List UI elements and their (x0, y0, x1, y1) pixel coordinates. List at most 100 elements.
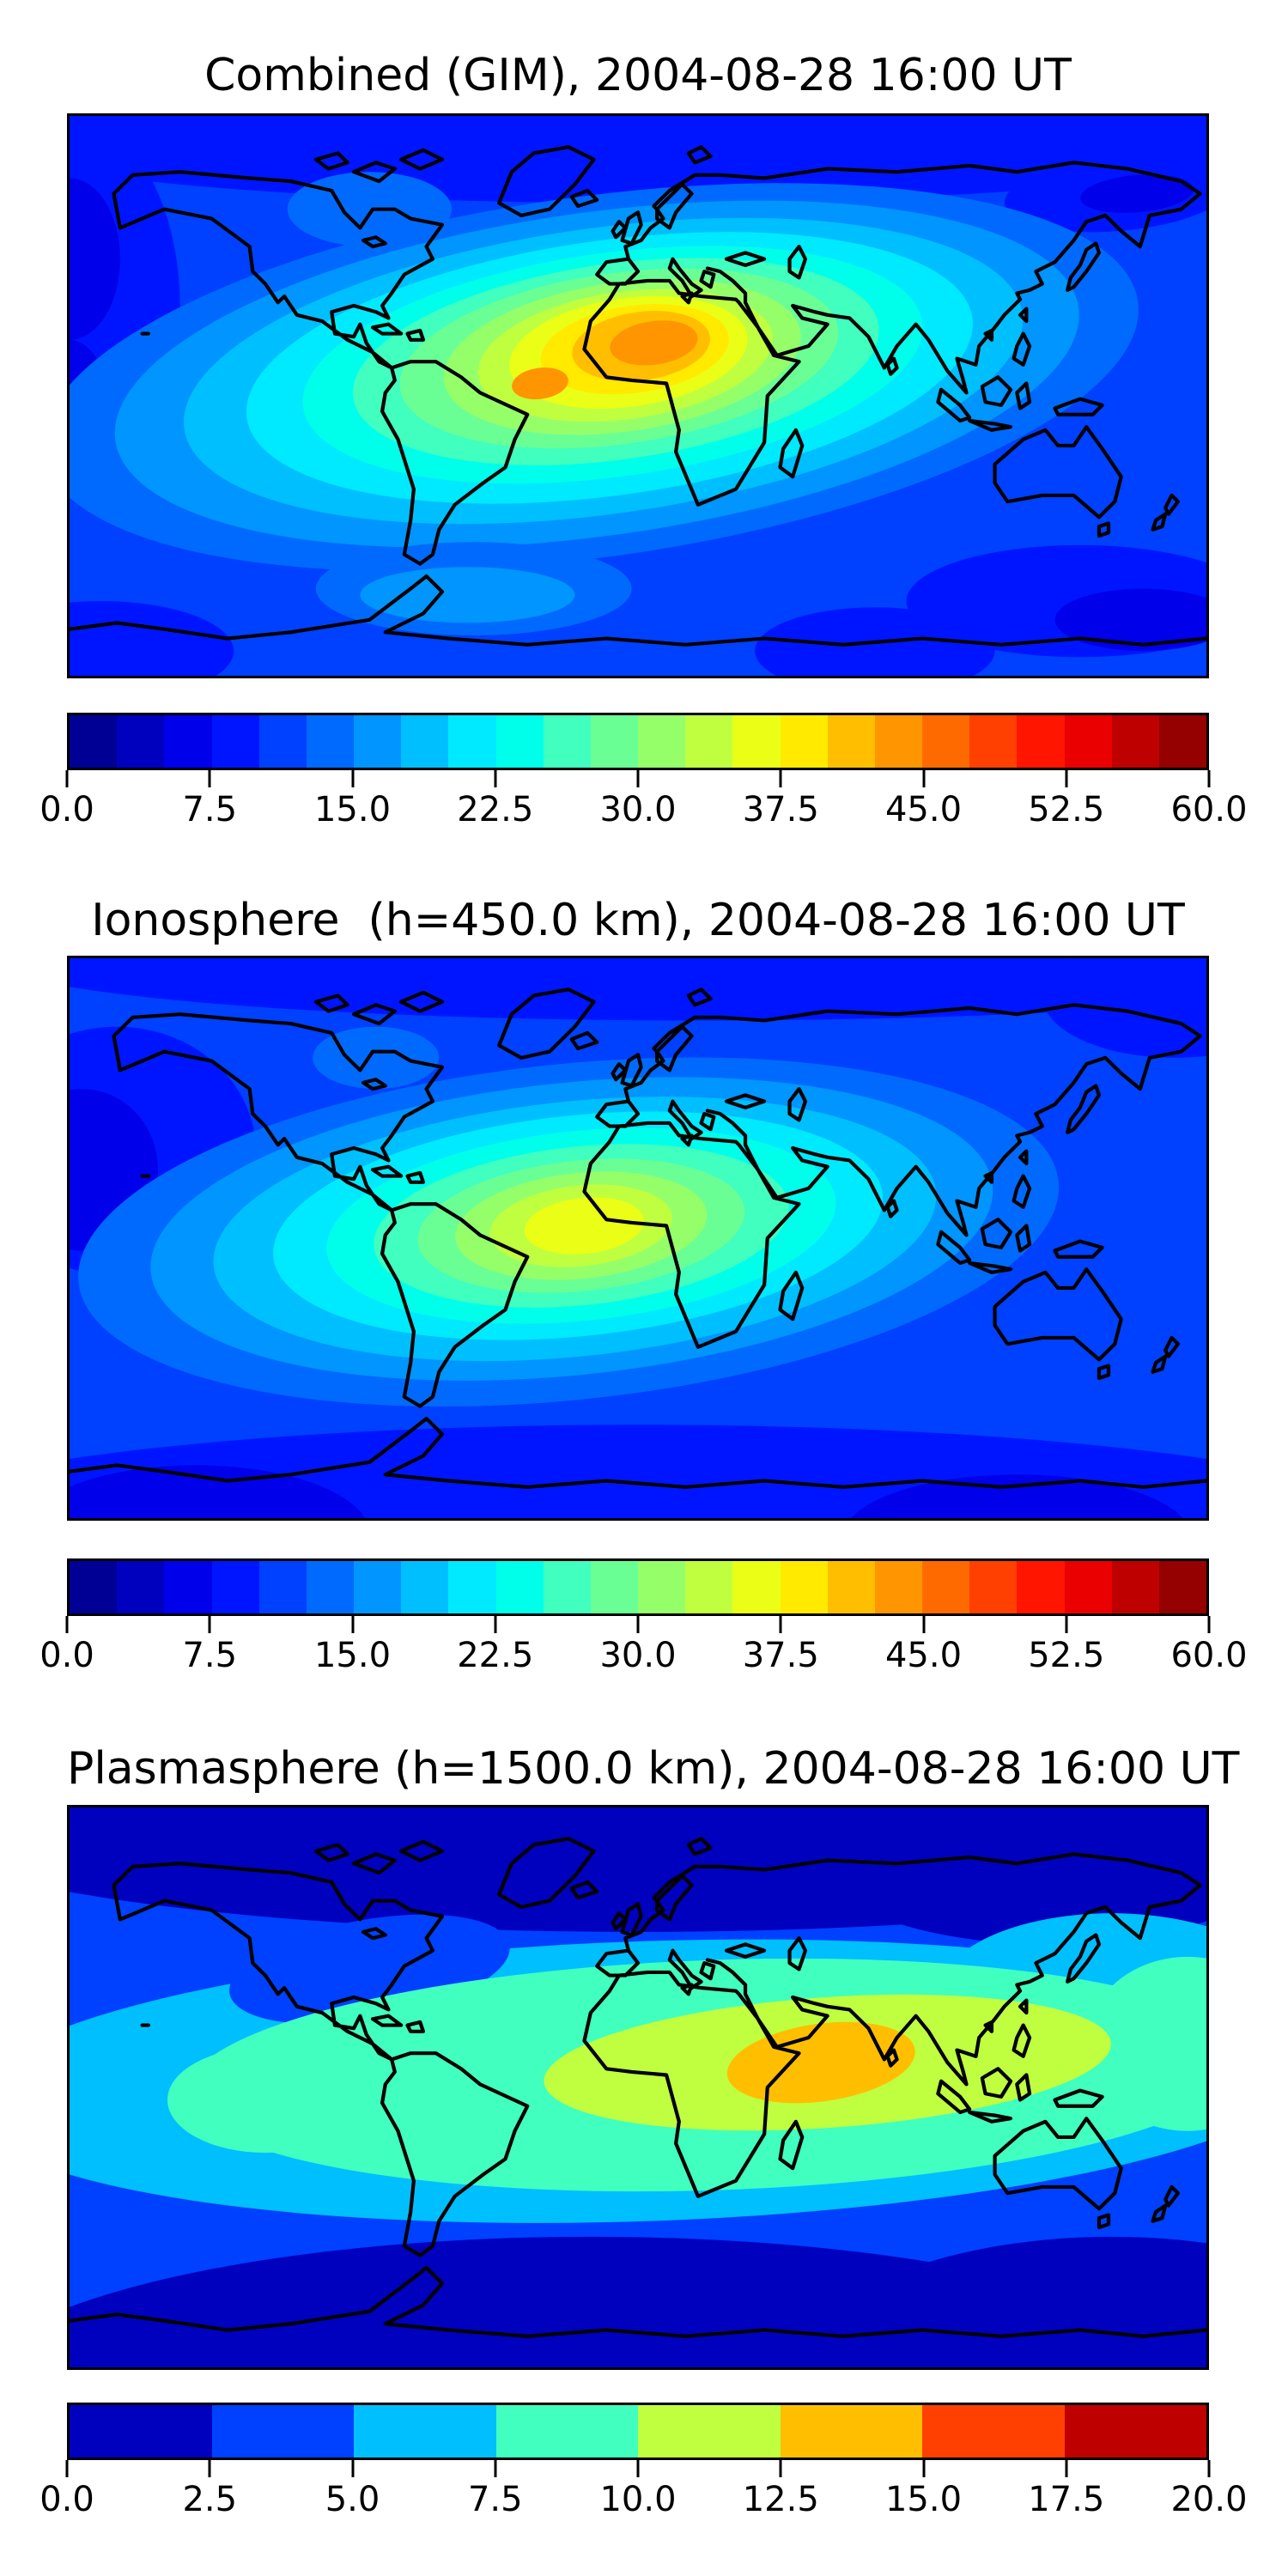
colorbar-segment (117, 1561, 165, 1613)
colorbar-segment (969, 1561, 1018, 1613)
colorbar (67, 1558, 1209, 1616)
chart-title-combined: Combined (GIM), 2004-08-28 16:00 UT (204, 50, 1072, 101)
map-canvas-ionosphere (70, 958, 1206, 1518)
tick-label: 22.5 (457, 790, 534, 829)
tick-label: 37.5 (742, 790, 819, 829)
contour-blob (360, 567, 575, 623)
tick-mark (494, 1616, 497, 1633)
tick-label: 15.0 (313, 1636, 392, 1675)
contour-blob (795, 1807, 1206, 1945)
tick-mark (1207, 2460, 1211, 2477)
contour-blob (512, 368, 568, 400)
colorbar-segment (401, 715, 449, 768)
tick-label: 30.0 (599, 790, 677, 829)
colorbar-segment (780, 1561, 828, 1613)
tick-label: 7.5 (182, 790, 238, 829)
tick-mark (1207, 1616, 1211, 1633)
colorbar-segment (922, 715, 970, 768)
tick-mark (1207, 770, 1211, 787)
colorbar-segment (874, 1561, 923, 1613)
tick-mark (779, 1616, 782, 1633)
contour-blob (167, 2046, 364, 2154)
tick-mark (636, 2460, 640, 2477)
colorbar-segment (1017, 715, 1065, 768)
tick-label: 7.5 (467, 2480, 523, 2519)
contour-blob (70, 1465, 366, 1518)
tick-mark (208, 1616, 211, 1633)
colorbar-segment (448, 1561, 496, 1613)
contour-blob (70, 958, 1206, 1021)
colorbar (67, 713, 1209, 770)
colorbar-segment (969, 715, 1018, 768)
colorbar-segment (70, 1561, 118, 1613)
colorbar-ticks: 0.0 2.5 5.0 7.5 10.0 12.5 15.0 17.5 20.0 (39, 2460, 1248, 2529)
colorbar (67, 2403, 1209, 2460)
coastline-path (70, 145, 1206, 647)
tick-label: 22.5 (457, 1636, 534, 1675)
tick-mark (351, 2460, 354, 2477)
colorbar-segment (732, 715, 781, 768)
tick-label: 0.0 (39, 1636, 94, 1675)
colorbar-segment (780, 2405, 922, 2458)
contour-blob (1042, 958, 1206, 1058)
tick-mark (208, 2460, 211, 2477)
tick-mark (922, 770, 925, 787)
tick-mark (1065, 770, 1068, 787)
colorbar-segment (495, 715, 544, 768)
coastline-path (70, 987, 1206, 1489)
tick-mark (494, 770, 497, 787)
colorbar-segment (306, 1561, 355, 1613)
colorbar-segment (211, 715, 259, 768)
colorbar-segment (827, 1561, 875, 1613)
contour-blob (851, 1474, 1183, 1518)
contour-blob (70, 601, 234, 676)
colorbar-segment (211, 2405, 354, 2458)
tick-mark (65, 1616, 69, 1633)
colorbar-segment (922, 1561, 970, 1613)
colorbar-segment (495, 2405, 638, 2458)
tick-mark (65, 2460, 69, 2477)
tick-label: 30.0 (599, 1636, 677, 1675)
tick-label: 10.0 (599, 2480, 677, 2519)
colorbar-segment (590, 715, 639, 768)
colorbar-segment (1064, 715, 1112, 768)
chart-title-plasmasphere: Plasmasphere (h=1500.0 km), 2004-08-28 1… (67, 1743, 1240, 1795)
panel-combined-gim: Combined (GIM), 2004-08-28 16:00 UT 0.0 7… (0, 0, 1288, 859)
colorbar-segment (401, 1561, 449, 1613)
contour-blob (313, 1026, 440, 1090)
tick-mark (779, 2460, 782, 2477)
map-canvas-combined (70, 116, 1206, 676)
colorbar-segment (1064, 2405, 1206, 2458)
colorbar-segment (827, 715, 875, 768)
colorbar-segment (638, 2405, 781, 2458)
tick-label: 15.0 (884, 2480, 963, 2519)
tick-mark (922, 2460, 925, 2477)
colorbar-segment (164, 1561, 212, 1613)
colorbar-segment (70, 2405, 212, 2458)
colorbar-segment (354, 715, 402, 768)
tick-label: 7.5 (182, 1636, 238, 1675)
tick-mark (922, 1616, 925, 1633)
colorbar-segment (1017, 1561, 1065, 1613)
tick-label: 0.0 (39, 790, 94, 829)
colorbar-segment (685, 1561, 733, 1613)
colorbar-segment (354, 1561, 402, 1613)
tick-mark (208, 770, 211, 787)
tick-label: 52.5 (1028, 790, 1105, 829)
tick-label: 45.0 (884, 790, 963, 829)
contour-blob (1086, 1956, 1206, 2131)
tick-mark (779, 770, 782, 787)
colorbar-segment (448, 715, 496, 768)
tick-label: 17.5 (1028, 2480, 1105, 2519)
tick-mark (351, 1616, 354, 1633)
tick-label: 15.0 (313, 790, 392, 829)
colorbar-segment (732, 1561, 781, 1613)
tick-mark (636, 1616, 640, 1633)
colorbar-segment (638, 715, 686, 768)
tick-mark (494, 2460, 497, 2477)
tick-label: 0.0 (39, 2480, 94, 2519)
colorbar-segment (543, 715, 591, 768)
colorbar-segment (1064, 1561, 1112, 1613)
colorbar-segment (780, 715, 828, 768)
colorbar-ticks: 0.0 7.5 15.0 22.5 30.0 37.5 45.0 52.5 60.0 (39, 770, 1248, 839)
